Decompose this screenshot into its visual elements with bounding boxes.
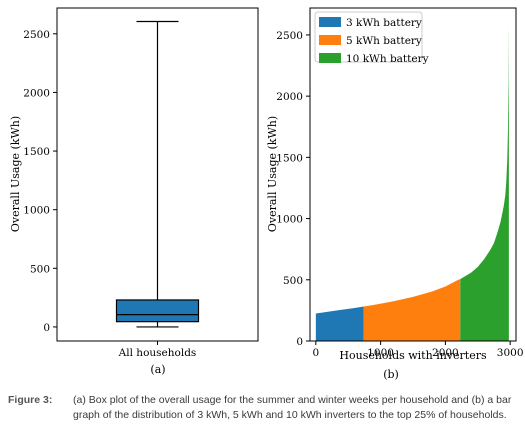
boxplot-y-tick-label: 1000 [23,205,50,217]
legend-swatch [319,17,341,27]
boxplot-y-tick-label: 2000 [23,87,50,99]
area-x-ticks: 0 1000 2000 3000 [312,341,524,359]
legend-label: 3 kWh battery [346,17,422,29]
boxplot-y-tick-label: 500 [30,263,50,275]
boxplot-x-ticks: All households [118,341,197,359]
boxplot-y-tick-label: 1500 [23,146,50,158]
caption-text: (a) Box plot of the overall usage for th… [73,394,512,421]
area-y-tick-label: 2500 [276,30,303,42]
area-x-tick-label: 1000 [367,347,394,359]
boxplot-box-group [115,20,200,328]
caption-label: Figure 3: [8,394,53,406]
area-y-axis-label: Overall Usage (kWh) [266,116,279,232]
boxplot-box [115,299,200,323]
boxplot-panel: 0 500 1000 1500 2000 2500 All households Over… [9,7,259,376]
area-series-1 [315,306,364,341]
area-y-tick-label: 2000 [276,91,303,103]
area-panel: 0 500 1000 1500 2000 2500 0 1000 2000 3000 Overa… [266,7,524,381]
boxplot-y-tick-label: 2500 [23,29,50,41]
area-fill-group [315,22,509,342]
boxplot-y-ticks: 0 500 1000 1500 2000 2500 [23,29,57,334]
area-x-tick-label: 0 [312,347,319,359]
area-y-tick-label: 0 [296,336,303,348]
area-series-3 [460,22,509,342]
legend-swatch [319,35,341,45]
area-y-tick-label: 500 [283,275,303,287]
legend-frame [314,11,423,63]
area-axes-frame [309,7,517,342]
area-y-tick-label: 1000 [276,214,303,226]
boxplot-y-axis-label: Overall Usage (kWh) [9,116,22,232]
area-y-ticks: 0 500 1000 1500 2000 2500 [276,30,310,348]
legend-swatch [319,53,341,63]
boxplot-panel-label: (a) [150,363,165,376]
area-x-tick-label: 2000 [432,347,459,359]
area-x-tick-label: 3000 [497,347,524,359]
boxplot-y-tick-label: 0 [43,322,50,334]
area-x-axis-label: Households with inverters [339,349,487,362]
area-legend: 3 kWh battery 5 kWh battery 10 kWh battery [314,11,429,65]
area-series-2 [363,279,461,341]
legend-label: 10 kWh battery [346,53,429,65]
area-y-tick-label: 1500 [276,152,303,164]
area-panel-label: (b) [383,368,399,381]
boxplot-x-tick-label: All households [118,347,197,359]
legend-label: 5 kWh battery [346,35,422,47]
